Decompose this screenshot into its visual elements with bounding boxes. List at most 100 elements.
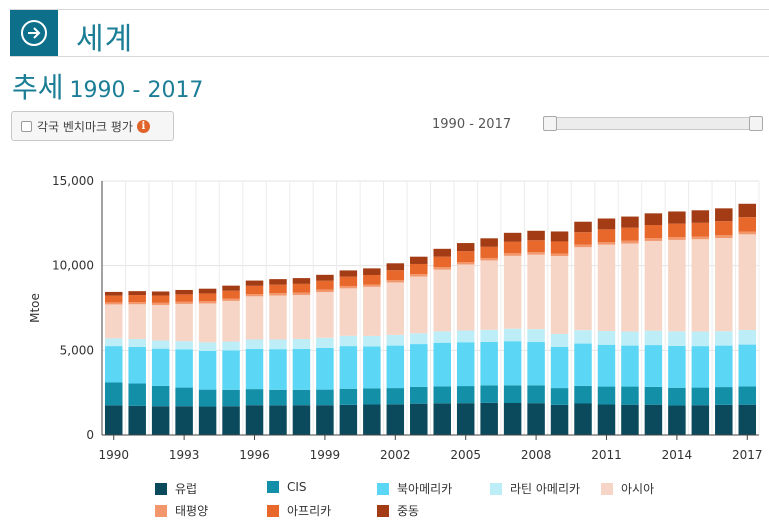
bar-segment[interactable] (503, 328, 522, 342)
legend-item[interactable]: 유럽 (155, 480, 197, 497)
bar-segment[interactable] (433, 256, 451, 268)
benchmark-button[interactable]: 각국 벤치마크 평가 i (11, 111, 174, 141)
bar-segment[interactable] (621, 240, 639, 244)
bar-segment[interactable] (151, 340, 170, 349)
bar-segment[interactable] (339, 285, 358, 289)
bar-segment[interactable] (574, 232, 592, 245)
bar-segment[interactable] (316, 405, 334, 435)
bar-segment[interactable] (503, 232, 522, 242)
bar-segment[interactable] (363, 388, 381, 405)
bar-segment[interactable] (104, 382, 123, 406)
bar-segment[interactable] (363, 274, 381, 285)
bar-segment[interactable] (222, 298, 240, 301)
bar-segment[interactable] (738, 217, 757, 232)
bar-segment[interactable] (621, 386, 639, 405)
bar-segment[interactable] (668, 239, 686, 332)
benchmark-checkbox[interactable] (21, 120, 32, 132)
bar-segment[interactable] (245, 296, 264, 340)
bar-segment[interactable] (527, 252, 545, 255)
bar-segment[interactable] (104, 405, 123, 435)
bar-segment[interactable] (738, 344, 757, 387)
legend-item[interactable]: CIS (267, 480, 307, 494)
bar-segment[interactable] (151, 302, 170, 305)
bar-segment[interactable] (597, 404, 616, 435)
bar-segment[interactable] (222, 406, 240, 435)
bar-segment[interactable] (386, 280, 405, 283)
legend-item[interactable]: 아시아 (601, 480, 654, 497)
bar-segment[interactable] (668, 405, 686, 435)
bar-segment[interactable] (363, 404, 381, 435)
bar-segment[interactable] (128, 291, 146, 296)
bar-segment[interactable] (128, 405, 146, 435)
bar-segment[interactable] (597, 386, 616, 405)
bar-segment[interactable] (550, 404, 569, 435)
bar-segment[interactable] (550, 256, 569, 334)
bar-segment[interactable] (292, 283, 311, 293)
bar-segment[interactable] (245, 294, 264, 297)
bar-segment[interactable] (198, 351, 217, 390)
bar-segment[interactable] (292, 338, 311, 349)
bar-segment[interactable] (269, 284, 287, 294)
bar-segment[interactable] (363, 346, 381, 389)
bar-segment[interactable] (668, 387, 686, 406)
bar-segment[interactable] (269, 339, 287, 350)
bar-segment[interactable] (175, 406, 193, 435)
bar-segment[interactable] (339, 404, 358, 435)
bar-segment[interactable] (550, 346, 569, 389)
bar-segment[interactable] (198, 303, 217, 343)
bar-segment[interactable] (292, 278, 311, 284)
bar-segment[interactable] (456, 330, 475, 343)
bar-segment[interactable] (621, 345, 639, 387)
bar-segment[interactable] (527, 329, 545, 343)
bar-segment[interactable] (245, 280, 264, 286)
bar-segment[interactable] (222, 300, 240, 342)
bar-segment[interactable] (527, 385, 545, 404)
bar-segment[interactable] (480, 260, 498, 330)
bar-segment[interactable] (668, 223, 686, 238)
bar-segment[interactable] (668, 211, 686, 224)
bar-segment[interactable] (480, 402, 498, 435)
bar-segment[interactable] (433, 267, 451, 270)
bar-segment[interactable] (644, 225, 663, 239)
bar-segment[interactable] (245, 389, 264, 406)
bar-segment[interactable] (175, 301, 193, 304)
bar-segment[interactable] (715, 235, 733, 239)
bar-segment[interactable] (316, 389, 334, 406)
bar-segment[interactable] (151, 304, 170, 341)
bar-segment[interactable] (644, 240, 663, 331)
bar-segment[interactable] (668, 331, 686, 346)
bar-segment[interactable] (480, 385, 498, 403)
info-icon[interactable]: i (136, 119, 150, 133)
bar-segment[interactable] (597, 218, 616, 230)
legend-item[interactable]: 북아메리카 (377, 480, 452, 497)
bar-segment[interactable] (222, 350, 240, 390)
bar-segment[interactable] (550, 231, 569, 242)
bar-segment[interactable] (456, 386, 475, 404)
bar-segment[interactable] (668, 345, 686, 388)
bar-segment[interactable] (175, 303, 193, 342)
bar-segment[interactable] (691, 346, 710, 388)
legend-item[interactable]: 아프리카 (267, 502, 331, 519)
navigate-button[interactable] (10, 10, 58, 56)
bar-segment[interactable] (198, 293, 217, 302)
bar-segment[interactable] (269, 279, 287, 285)
bar-segment[interactable] (480, 246, 498, 258)
bar-segment[interactable] (621, 331, 639, 346)
bar-segment[interactable] (175, 349, 193, 388)
bar-segment[interactable] (339, 288, 358, 336)
bar-segment[interactable] (222, 341, 240, 351)
bar-segment[interactable] (104, 346, 123, 383)
bar-segment[interactable] (550, 241, 569, 254)
bar-segment[interactable] (456, 243, 475, 252)
bar-segment[interactable] (151, 291, 170, 296)
bar-segment[interactable] (550, 253, 569, 257)
bar-segment[interactable] (292, 294, 311, 339)
bar-segment[interactable] (597, 344, 616, 387)
bar-segment[interactable] (621, 404, 639, 435)
bar-segment[interactable] (691, 210, 710, 223)
bar-segment[interactable] (151, 385, 170, 407)
bar-segment[interactable] (644, 404, 663, 435)
bar-segment[interactable] (715, 331, 733, 346)
bar-segment[interactable] (339, 346, 358, 389)
bar-segment[interactable] (550, 333, 569, 347)
